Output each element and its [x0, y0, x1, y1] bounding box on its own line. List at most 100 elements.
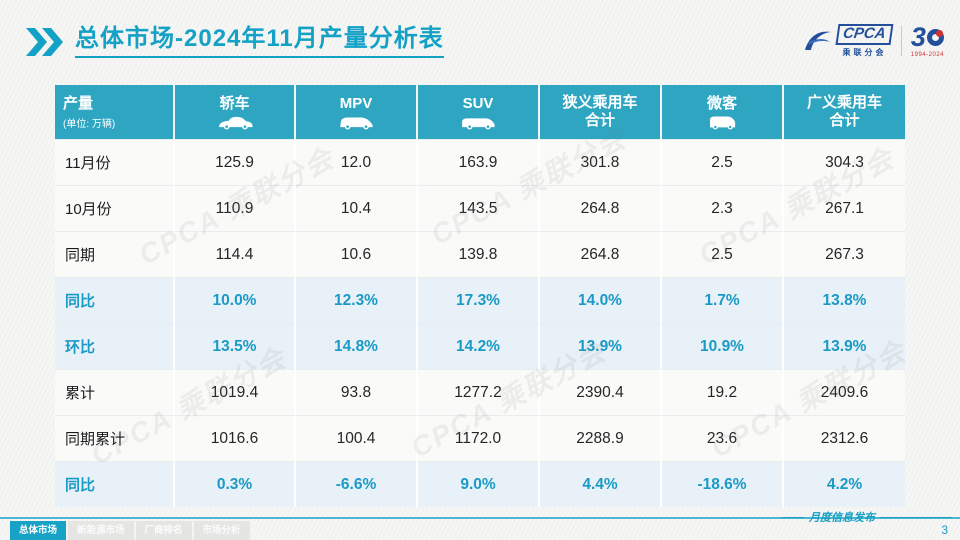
anniversary-years: 1994-2024: [910, 52, 944, 58]
table-header-row: 产量 (单位: 万辆) 轿车 MPV: [55, 85, 905, 139]
cell: 1172.0: [418, 415, 540, 461]
table-row-cumulative-yoy: 同比 0.3% -6.6% 9.0% 4.4% -18.6% 4.2%: [55, 461, 905, 507]
cell: 19.2: [662, 369, 784, 415]
cell: 264.8: [540, 231, 662, 277]
unit-label: (单位: 万辆): [63, 118, 116, 130]
cell: 4.2%: [784, 461, 905, 507]
monthly-release-label: 月度信息发布: [782, 509, 952, 525]
cell: 267.1: [784, 185, 905, 231]
cell: 304.3: [784, 139, 905, 185]
page-number: 3: [941, 523, 948, 537]
cell: -6.6%: [296, 461, 418, 507]
cell: 9.0%: [418, 461, 540, 507]
table-row-same-period: 同期 114.4 10.6 139.8 264.8 2.5 267.3: [55, 231, 905, 277]
row-label: 同比: [55, 461, 175, 507]
cell: 1019.4: [175, 369, 296, 415]
tab-overall-market[interactable]: 总体市场: [10, 521, 67, 540]
cell: 125.9: [175, 139, 296, 185]
col-header-narrow-pv-total: 狭义乘用车 合计: [540, 85, 662, 139]
cell: 114.4: [175, 231, 296, 277]
table-row-nov: 11月份 125.9 12.0 163.9 301.8 2.5 304.3: [55, 139, 905, 185]
col-header-microvan: 微客: [662, 85, 784, 139]
mpv-icon: [340, 117, 373, 129]
tab-market-analysis[interactable]: 市场分析: [193, 521, 250, 540]
cell: 2.3: [662, 185, 784, 231]
row-label: 环比: [55, 323, 175, 369]
cell: 139.8: [418, 231, 540, 277]
cell: 10.0%: [175, 277, 296, 323]
cell: 1.7%: [662, 277, 784, 323]
production-table: 产量 (单位: 万辆) 轿车 MPV: [55, 85, 905, 507]
cell: 163.9: [418, 139, 540, 185]
cell: 93.8: [296, 369, 418, 415]
cell: 12.3%: [296, 277, 418, 323]
cell: 14.2%: [418, 323, 540, 369]
cpca-logo-subtext: 乘联分会: [842, 47, 887, 57]
tab-oem-ranking[interactable]: 厂商排名: [135, 521, 192, 540]
cell: 12.0: [296, 139, 418, 185]
table-row-same-period-cumulative: 同期累计 1016.6 100.4 1172.0 2288.9 23.6 231…: [55, 415, 905, 461]
release-right-line: [880, 516, 952, 518]
table-row-cumulative: 累计 1019.4 93.8 1277.2 2390.4 19.2 2409.6: [55, 369, 905, 415]
col-header-broad-pv-total: 广义乘用车 合计: [784, 85, 905, 139]
cell: 1277.2: [418, 369, 540, 415]
cell: 143.5: [418, 185, 540, 231]
row-label: 10月份: [55, 185, 175, 231]
cell: 10.4: [296, 185, 418, 231]
cpca-logo: CPCA 乘联分会: [803, 24, 894, 58]
cell: 264.8: [540, 185, 662, 231]
cpca-swoosh-icon: [805, 31, 832, 50]
anniversary-ring-icon: [926, 29, 944, 46]
anniversary-30-logo: 3 1994-2024: [911, 24, 944, 58]
row-label: 同期: [55, 231, 175, 277]
cell: 1016.6: [175, 415, 296, 461]
cell: 110.9: [175, 185, 296, 231]
cell: 13.9%: [784, 323, 905, 369]
page-title: 总体市场-2024年11月产量分析表: [75, 25, 444, 58]
row-label: 11月份: [55, 139, 175, 185]
cell: 13.5%: [175, 323, 296, 369]
cell: 100.4: [296, 415, 418, 461]
cell: 14.0%: [540, 277, 662, 323]
cell: 17.3%: [418, 277, 540, 323]
cell: 4.4%: [540, 461, 662, 507]
cell: 301.8: [540, 139, 662, 185]
row-label: 累计: [55, 369, 175, 415]
sedan-icon: [218, 116, 252, 129]
cell: 13.9%: [540, 323, 662, 369]
col-header-mpv: MPV: [296, 85, 418, 139]
cell: 14.8%: [296, 323, 418, 369]
cell: 2409.6: [784, 369, 905, 415]
logo-area: CPCA 乘联分会 3 1994-2024: [803, 24, 944, 58]
table-row-oct: 10月份 110.9 10.4 143.5 264.8 2.3 267.1: [55, 185, 905, 231]
col-header-category: 产量 (单位: 万辆): [55, 85, 175, 139]
cell: 23.6: [662, 415, 784, 461]
col-header-sedan: 轿车: [175, 85, 296, 139]
title-block: 总体市场-2024年11月产量分析表: [26, 25, 444, 62]
col-header-suv: SUV: [418, 85, 540, 139]
cell: 0.3%: [175, 461, 296, 507]
table-row-mom: 环比 13.5% 14.8% 14.2% 13.9% 10.9% 13.9%: [55, 323, 905, 369]
anniversary-digit: 3: [910, 22, 926, 52]
cell: 2288.9: [540, 415, 662, 461]
anniversary-dot-icon: [935, 30, 943, 37]
cell: 13.8%: [784, 277, 905, 323]
cell: 2312.6: [784, 415, 905, 461]
cell: 2390.4: [540, 369, 662, 415]
cell: 10.6: [296, 231, 418, 277]
double-chevron-icon: [26, 27, 66, 62]
cell: 10.9%: [662, 323, 784, 369]
tab-nev-market[interactable]: 新能源市场: [68, 521, 134, 540]
table-row-yoy: 同比 10.0% 12.3% 17.3% 14.0% 1.7% 13.8%: [55, 277, 905, 323]
cell: 267.3: [784, 231, 905, 277]
row-label: 同期累计: [55, 415, 175, 461]
footer-nav-tabs: 总体市场 新能源市场 厂商排名 市场分析: [10, 521, 250, 540]
cpca-logo-text: CPCA: [835, 24, 894, 45]
cell: 2.5: [662, 139, 784, 185]
page-title-rest: -2024年11月产量分析表: [175, 25, 444, 52]
row-label: 同比: [55, 277, 175, 323]
cell: 2.5: [662, 231, 784, 277]
suv-icon: [462, 117, 495, 129]
release-left-line: [782, 516, 804, 518]
